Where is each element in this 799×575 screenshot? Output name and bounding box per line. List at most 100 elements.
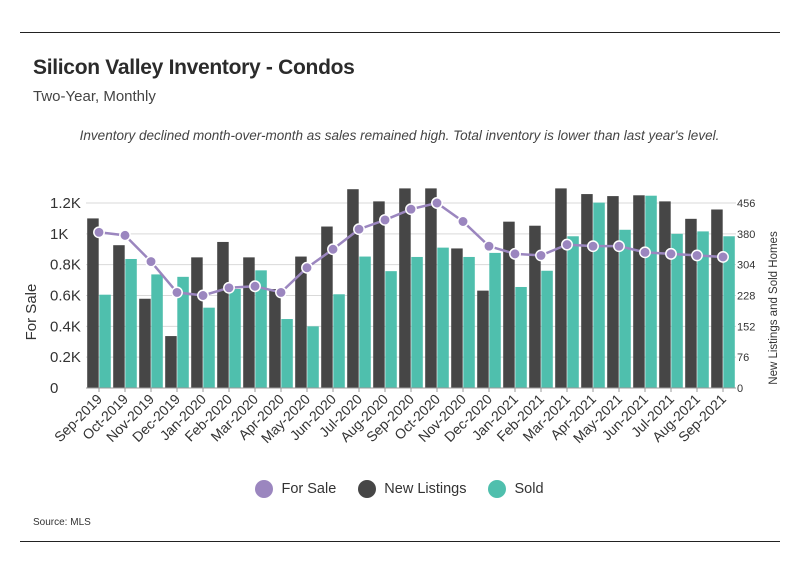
point-for-sale	[223, 281, 235, 294]
point-for-sale	[587, 240, 599, 253]
legend: For Sale New Listings Sold	[0, 480, 799, 498]
y-left-tick-label: 1.2K	[50, 195, 81, 212]
bar-new-listings	[347, 189, 359, 388]
point-for-sale	[717, 251, 729, 263]
bar-new-listings	[217, 241, 229, 388]
bottom-rule	[20, 541, 780, 542]
bar-new-listings	[451, 248, 463, 388]
bar-sold	[281, 319, 293, 388]
point-for-sale	[145, 255, 157, 268]
bar-new-listings	[139, 298, 151, 388]
point-for-sale	[665, 247, 677, 260]
y-right-tick-label: 152	[737, 321, 755, 333]
bar-sold	[411, 256, 423, 388]
point-for-sale	[93, 226, 105, 239]
bar-new-listings	[607, 196, 619, 388]
bar-new-listings	[87, 218, 99, 388]
y-right-tick-label: 304	[737, 260, 755, 272]
chart-title: Silicon Valley Inventory - Condos	[33, 56, 355, 79]
bar-sold	[645, 195, 657, 388]
bar-new-listings	[269, 289, 281, 388]
legend-swatch-new-listings	[358, 480, 377, 498]
y-left-tick-label: 1K	[50, 226, 68, 243]
point-for-sale	[379, 214, 391, 226]
bar-sold	[515, 286, 527, 388]
bar-sold	[125, 258, 137, 388]
legend-label-new-listings: New Listings	[384, 481, 467, 497]
bar-sold	[385, 271, 397, 388]
bar-new-listings	[295, 256, 307, 388]
y-right-tick-label: 228	[737, 291, 755, 303]
bar-sold	[541, 270, 553, 388]
point-for-sale	[327, 243, 339, 256]
legend-item-sold[interactable]: Sold	[488, 480, 544, 498]
bar-new-listings	[113, 245, 125, 388]
y-right-axis-title: New Listings and Sold Homes	[768, 231, 780, 385]
point-for-sale	[405, 203, 417, 216]
point-for-sale	[197, 289, 209, 302]
bar-sold	[593, 202, 605, 388]
y-right-tick-label: 76	[737, 352, 749, 364]
legend-swatch-for-sale	[255, 480, 274, 498]
bar-sold	[333, 294, 345, 388]
point-for-sale	[431, 197, 443, 209]
bar-new-listings	[581, 194, 593, 388]
bar-sold	[619, 229, 631, 388]
top-rule	[20, 32, 780, 33]
point-for-sale	[119, 229, 131, 242]
bar-sold	[307, 326, 319, 388]
bar-new-listings	[633, 195, 645, 388]
bar-new-listings	[503, 221, 515, 388]
y-left-axis-title: For Sale	[23, 284, 40, 341]
bar-sold	[697, 231, 709, 388]
bar-sold	[463, 256, 475, 388]
point-for-sale	[457, 215, 469, 228]
bar-new-listings	[373, 201, 385, 388]
legend-swatch-sold	[488, 480, 507, 498]
bar-new-listings	[711, 209, 723, 388]
bar-sold	[359, 256, 371, 388]
y-left-tick-label: 0.4K	[50, 318, 81, 335]
bar-sold	[203, 307, 215, 388]
bar-sold	[671, 233, 683, 388]
point-for-sale	[639, 246, 651, 259]
point-for-sale	[509, 247, 521, 260]
point-for-sale	[301, 261, 313, 274]
legend-item-new-listings[interactable]: New Listings	[358, 480, 466, 498]
bar-new-listings	[165, 336, 177, 388]
bar-new-listings	[529, 225, 541, 388]
chart-annotation: Inventory declined month-over-month as s…	[79, 128, 720, 143]
bar-sold	[151, 274, 163, 388]
bar-new-listings	[685, 218, 697, 388]
y-left-tick-label: 0	[50, 380, 58, 397]
bar-sold	[489, 252, 501, 388]
point-for-sale	[535, 249, 547, 262]
bar-new-listings	[243, 257, 255, 388]
bar-sold	[567, 236, 579, 388]
source-note: Source: MLS	[33, 517, 91, 528]
bar-new-listings	[477, 290, 489, 388]
point-for-sale	[691, 249, 703, 262]
y-right-tick-label: 456	[737, 198, 755, 210]
y-right-tick-label: 380	[737, 229, 755, 241]
legend-label-for-sale: For Sale	[281, 481, 337, 497]
bar-new-listings	[191, 257, 203, 388]
bar-sold	[177, 276, 189, 388]
legend-item-for-sale[interactable]: For Sale	[255, 480, 336, 498]
chart-subtitle: Two-Year, Monthly	[33, 88, 156, 105]
y-right-tick-label: 0	[737, 383, 743, 395]
point-for-sale	[249, 280, 261, 293]
bar-new-listings	[659, 201, 671, 388]
bar-new-listings	[425, 188, 437, 388]
bar-sold	[723, 236, 735, 388]
bar-new-listings	[399, 188, 411, 388]
y-left-tick-label: 0.6K	[50, 288, 81, 305]
bar-sold	[229, 289, 241, 388]
point-for-sale	[275, 286, 287, 299]
bar-new-listings	[321, 226, 333, 388]
y-left-tick-label: 0.8K	[50, 257, 81, 274]
y-left-tick-label: 0.2K	[50, 349, 81, 366]
bar-sold	[437, 247, 449, 388]
bar-sold	[255, 270, 267, 388]
